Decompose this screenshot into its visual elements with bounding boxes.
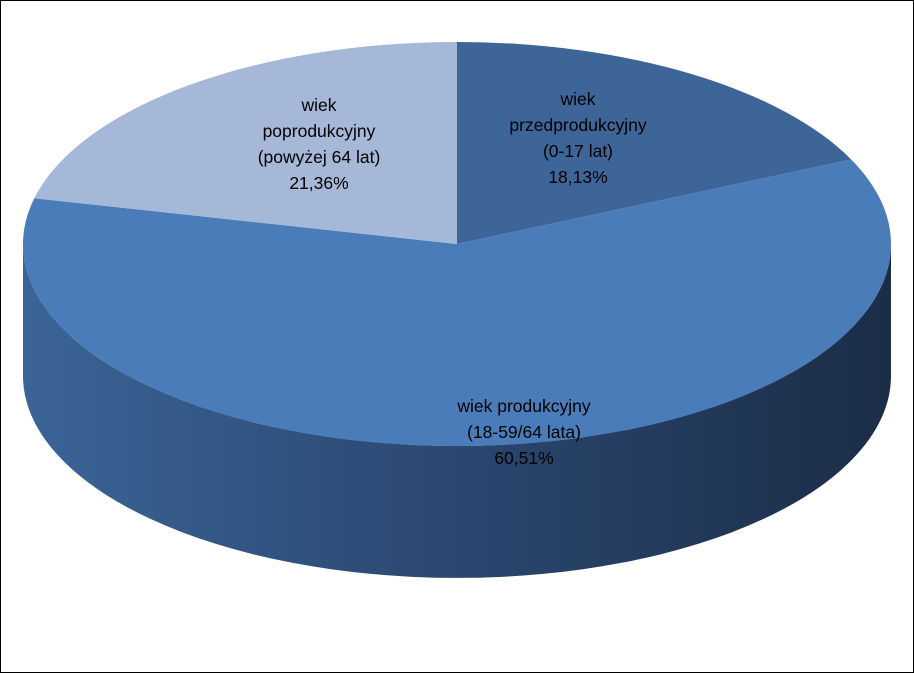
slice-category-label: (powyżej 64 lat): [258, 147, 381, 167]
pie-side-wall: [23, 244, 891, 578]
slice-value-label: 21,36%: [289, 173, 348, 193]
slice-category-label: poprodukcyjny: [263, 121, 376, 141]
pie-slice-productive: [22, 159, 892, 446]
slice-category-label: wiek produkcyjny: [456, 396, 590, 416]
slice-category-label: wiek: [300, 95, 336, 115]
pie-top: [22, 42, 892, 446]
pie-label-productive: wiek produkcyjny (18-59/64 lata) 60,51%: [456, 396, 590, 468]
slice-value-label: 60,51%: [494, 448, 553, 468]
slice-category-label: przedprodukcyjny: [509, 115, 646, 135]
pie-slice-preproductive: [457, 42, 852, 244]
pie-label-postproductive: wiek poprodukcyjny (powyżej 64 lat) 21,36%: [258, 95, 381, 193]
slice-category-label: (0-17 lat): [543, 141, 613, 161]
slice-category-label: wiek: [559, 89, 595, 109]
slice-value-label: 18,13%: [548, 167, 607, 187]
pie-label-preproductive: wiek przedprodukcyjny (0-17 lat) 18,13%: [509, 89, 646, 187]
pie-side-productive: [23, 244, 891, 578]
slice-category-label: (18-59/64 lata): [467, 422, 581, 442]
pie-slice-postproductive: [34, 42, 457, 244]
